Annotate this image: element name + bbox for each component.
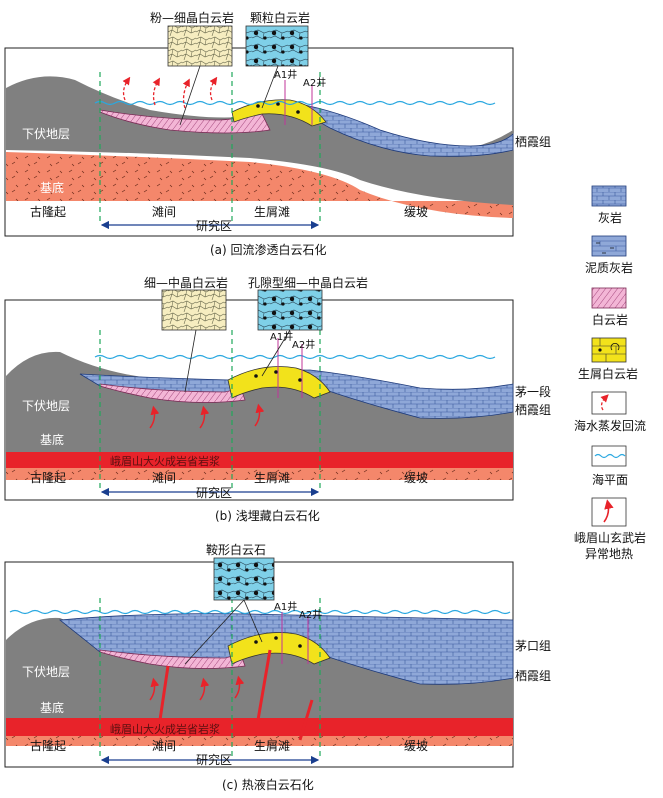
inset-label-2: 颗粒白云岩 bbox=[250, 10, 310, 25]
legend-label-sea-level: 海平面 bbox=[592, 472, 628, 487]
legend-swatch-limestone bbox=[591, 185, 627, 207]
inset-label-2: 孔隙型细—中晶白云岩 bbox=[248, 275, 368, 290]
zone-gentle-slope: 缓坡 bbox=[404, 739, 428, 753]
panel-c: 鞍形白云石 A1井 A2井 下伏地层 基底 峨眉山大火成岩省岩浆 茅口组 栖霞组… bbox=[4, 542, 551, 792]
layer-basement: 基底 bbox=[40, 700, 64, 715]
caption-b: (b) 浅埋藏白云石化 bbox=[215, 508, 320, 523]
legend-label-evaporation-reflux: 海水蒸发回流 bbox=[574, 418, 646, 433]
zone-intershoal: 滩间 bbox=[152, 205, 176, 219]
formation-maokou: 茅口组 bbox=[515, 639, 551, 653]
legend-label-argillaceous-limestone: 泥质灰岩 bbox=[585, 260, 633, 275]
layer-basement: 基底 bbox=[40, 432, 64, 447]
zone-study-area: 研究区 bbox=[196, 485, 232, 500]
well-a2: A2井 bbox=[292, 338, 315, 351]
legend-swatch-sea-level bbox=[591, 445, 627, 467]
zone-paleo-uplift: 古隆起 bbox=[30, 738, 66, 753]
layer-underlying: 下伏地层 bbox=[22, 399, 70, 413]
legend-label-geothermal-anomaly-line2: 异常地热 bbox=[585, 547, 633, 561]
caption-a: (a) 回流渗透白云石化 bbox=[210, 242, 327, 257]
inset-label-1: 粉—细晶白云岩 bbox=[150, 10, 234, 25]
well-a1: A1井 bbox=[274, 600, 297, 613]
well-a2: A2井 bbox=[299, 608, 322, 621]
well-a1: A1井 bbox=[274, 68, 297, 81]
magma-label: 峨眉山大火成岩省岩浆 bbox=[110, 454, 220, 468]
panel-a: 粉—细晶白云岩 颗粒白云岩 A1井 A2井 下伏地层 基底 栖霞组 古隆起 滩间… bbox=[4, 10, 551, 257]
panel-b: 细—中晶白云岩 孔隙型细—中晶白云岩 A1井 A2井 下伏地层 基底 峨眉山大火… bbox=[4, 275, 551, 523]
legend-label-limestone: 灰岩 bbox=[598, 210, 622, 225]
zone-bioclastic-shoal: 生屑滩 bbox=[254, 739, 290, 753]
zone-bioclastic-shoal: 生屑滩 bbox=[254, 471, 290, 485]
zone-paleo-uplift: 古隆起 bbox=[30, 470, 66, 485]
formation-qixia: 栖霞组 bbox=[515, 668, 551, 683]
legend-swatch-evaporation-reflux bbox=[591, 391, 627, 415]
inset-label-1: 细—中晶白云岩 bbox=[144, 275, 228, 290]
zone-intershoal: 滩间 bbox=[152, 739, 176, 753]
zone-gentle-slope: 缓坡 bbox=[404, 205, 428, 219]
zone-bioclastic-shoal: 生屑滩 bbox=[254, 205, 290, 219]
zone-intershoal: 滩间 bbox=[152, 471, 176, 485]
magma-label: 峨眉山大火成岩省岩浆 bbox=[110, 722, 220, 736]
legend-label-bioclastic-dolomite: 生屑白云岩 bbox=[578, 366, 638, 381]
layer-underlying: 下伏地层 bbox=[22, 127, 70, 141]
legend-swatch-dolomite bbox=[591, 287, 627, 309]
formation-qixia: 栖霞组 bbox=[515, 134, 551, 149]
formation-mao1: 茅一段 bbox=[515, 384, 551, 399]
well-a2: A2井 bbox=[303, 76, 326, 89]
legend-label-geothermal-anomaly-line1: 峨眉山玄武岩 bbox=[574, 530, 646, 545]
caption-c: (c) 热液白云石化 bbox=[222, 777, 314, 792]
legend: 灰岩 泥质灰岩 白云岩 生屑白云岩 海水蒸发回流 海平面 峨眉山玄武岩 异常地热 bbox=[574, 185, 646, 561]
layer-underlying: 下伏地层 bbox=[22, 665, 70, 679]
inset-label-1: 鞍形白云石 bbox=[206, 542, 266, 557]
legend-label-dolomite: 白云岩 bbox=[592, 312, 628, 327]
legend-swatch-bioclastic-dolomite bbox=[591, 337, 627, 363]
formation-qixia: 栖霞组 bbox=[515, 402, 551, 417]
zone-paleo-uplift: 古隆起 bbox=[30, 204, 66, 219]
zone-gentle-slope: 缓坡 bbox=[404, 471, 428, 485]
zone-study-area: 研究区 bbox=[196, 218, 232, 233]
layer-basement: 基底 bbox=[40, 180, 64, 195]
zone-study-area: 研究区 bbox=[196, 752, 232, 767]
well-a1: A1井 bbox=[270, 330, 293, 343]
